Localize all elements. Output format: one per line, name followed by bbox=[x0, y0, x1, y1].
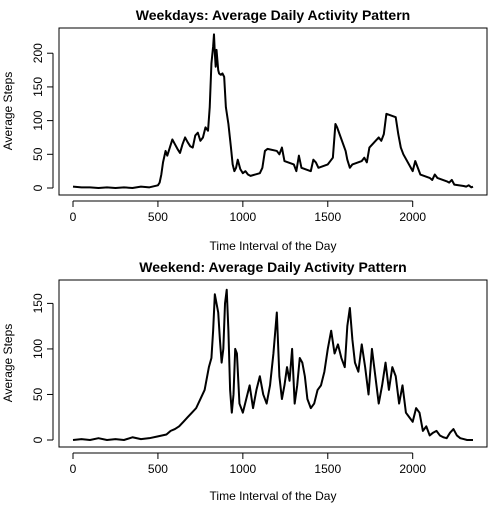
weekday-y-tick-label: 50 bbox=[31, 147, 45, 161]
weekday-x-ticks: 0 500 1000 1500 2000 bbox=[70, 200, 426, 224]
weekday-x-tick-label: 500 bbox=[148, 210, 168, 224]
weekday-x-tick-label: 1000 bbox=[229, 210, 256, 224]
weekday-panel: Weekdays: Average Daily Activity Pattern… bbox=[1, 7, 488, 253]
weekend-x-tick-label: 2000 bbox=[399, 462, 426, 476]
weekday-x-tick-label: 1500 bbox=[314, 210, 341, 224]
weekday-x-tick-label: 0 bbox=[70, 210, 77, 224]
weekend-y-tick-label: 150 bbox=[31, 293, 45, 313]
weekday-y-ticks: 0 50 100 150 200 bbox=[31, 43, 54, 191]
weekend-x-tick-label: 0 bbox=[70, 462, 77, 476]
weekday-y-tick-label: 200 bbox=[31, 43, 45, 63]
weekend-y-tick-label: 0 bbox=[31, 436, 45, 443]
weekend-series-line bbox=[72, 288, 473, 441]
weekend-y-ticks: 0 50 100 150 bbox=[31, 293, 54, 443]
weekend-x-axis-label: Time Interval of the Day bbox=[210, 489, 337, 503]
weekday-y-axis-label: Average Steps bbox=[1, 72, 15, 151]
weekday-series-line bbox=[72, 33, 474, 189]
weekend-y-axis-label: Average Steps bbox=[1, 324, 15, 403]
weekend-plot-box bbox=[58, 279, 488, 448]
weekday-y-tick-label: 0 bbox=[31, 184, 45, 191]
weekend-title: Weekend: Average Daily Activity Pattern bbox=[139, 259, 406, 275]
weekday-x-tick-label: 2000 bbox=[399, 210, 426, 224]
weekend-x-ticks: 0 500 1000 1500 2000 bbox=[70, 452, 426, 476]
weekday-title: Weekdays: Average Daily Activity Pattern bbox=[136, 7, 410, 23]
weekend-y-tick-label: 50 bbox=[31, 387, 45, 401]
weekend-x-tick-label: 500 bbox=[148, 462, 168, 476]
weekend-y-tick-label: 100 bbox=[31, 339, 45, 359]
weekend-x-tick-label: 1000 bbox=[229, 462, 256, 476]
weekday-plot-box bbox=[58, 27, 488, 196]
weekday-y-tick-label: 100 bbox=[31, 110, 45, 130]
weekend-x-tick-label: 1500 bbox=[314, 462, 341, 476]
weekday-y-tick-label: 150 bbox=[31, 77, 45, 97]
weekday-x-axis-label: Time Interval of the Day bbox=[210, 239, 337, 253]
weekend-panel: Weekend: Average Daily Activity Pattern … bbox=[1, 259, 488, 503]
